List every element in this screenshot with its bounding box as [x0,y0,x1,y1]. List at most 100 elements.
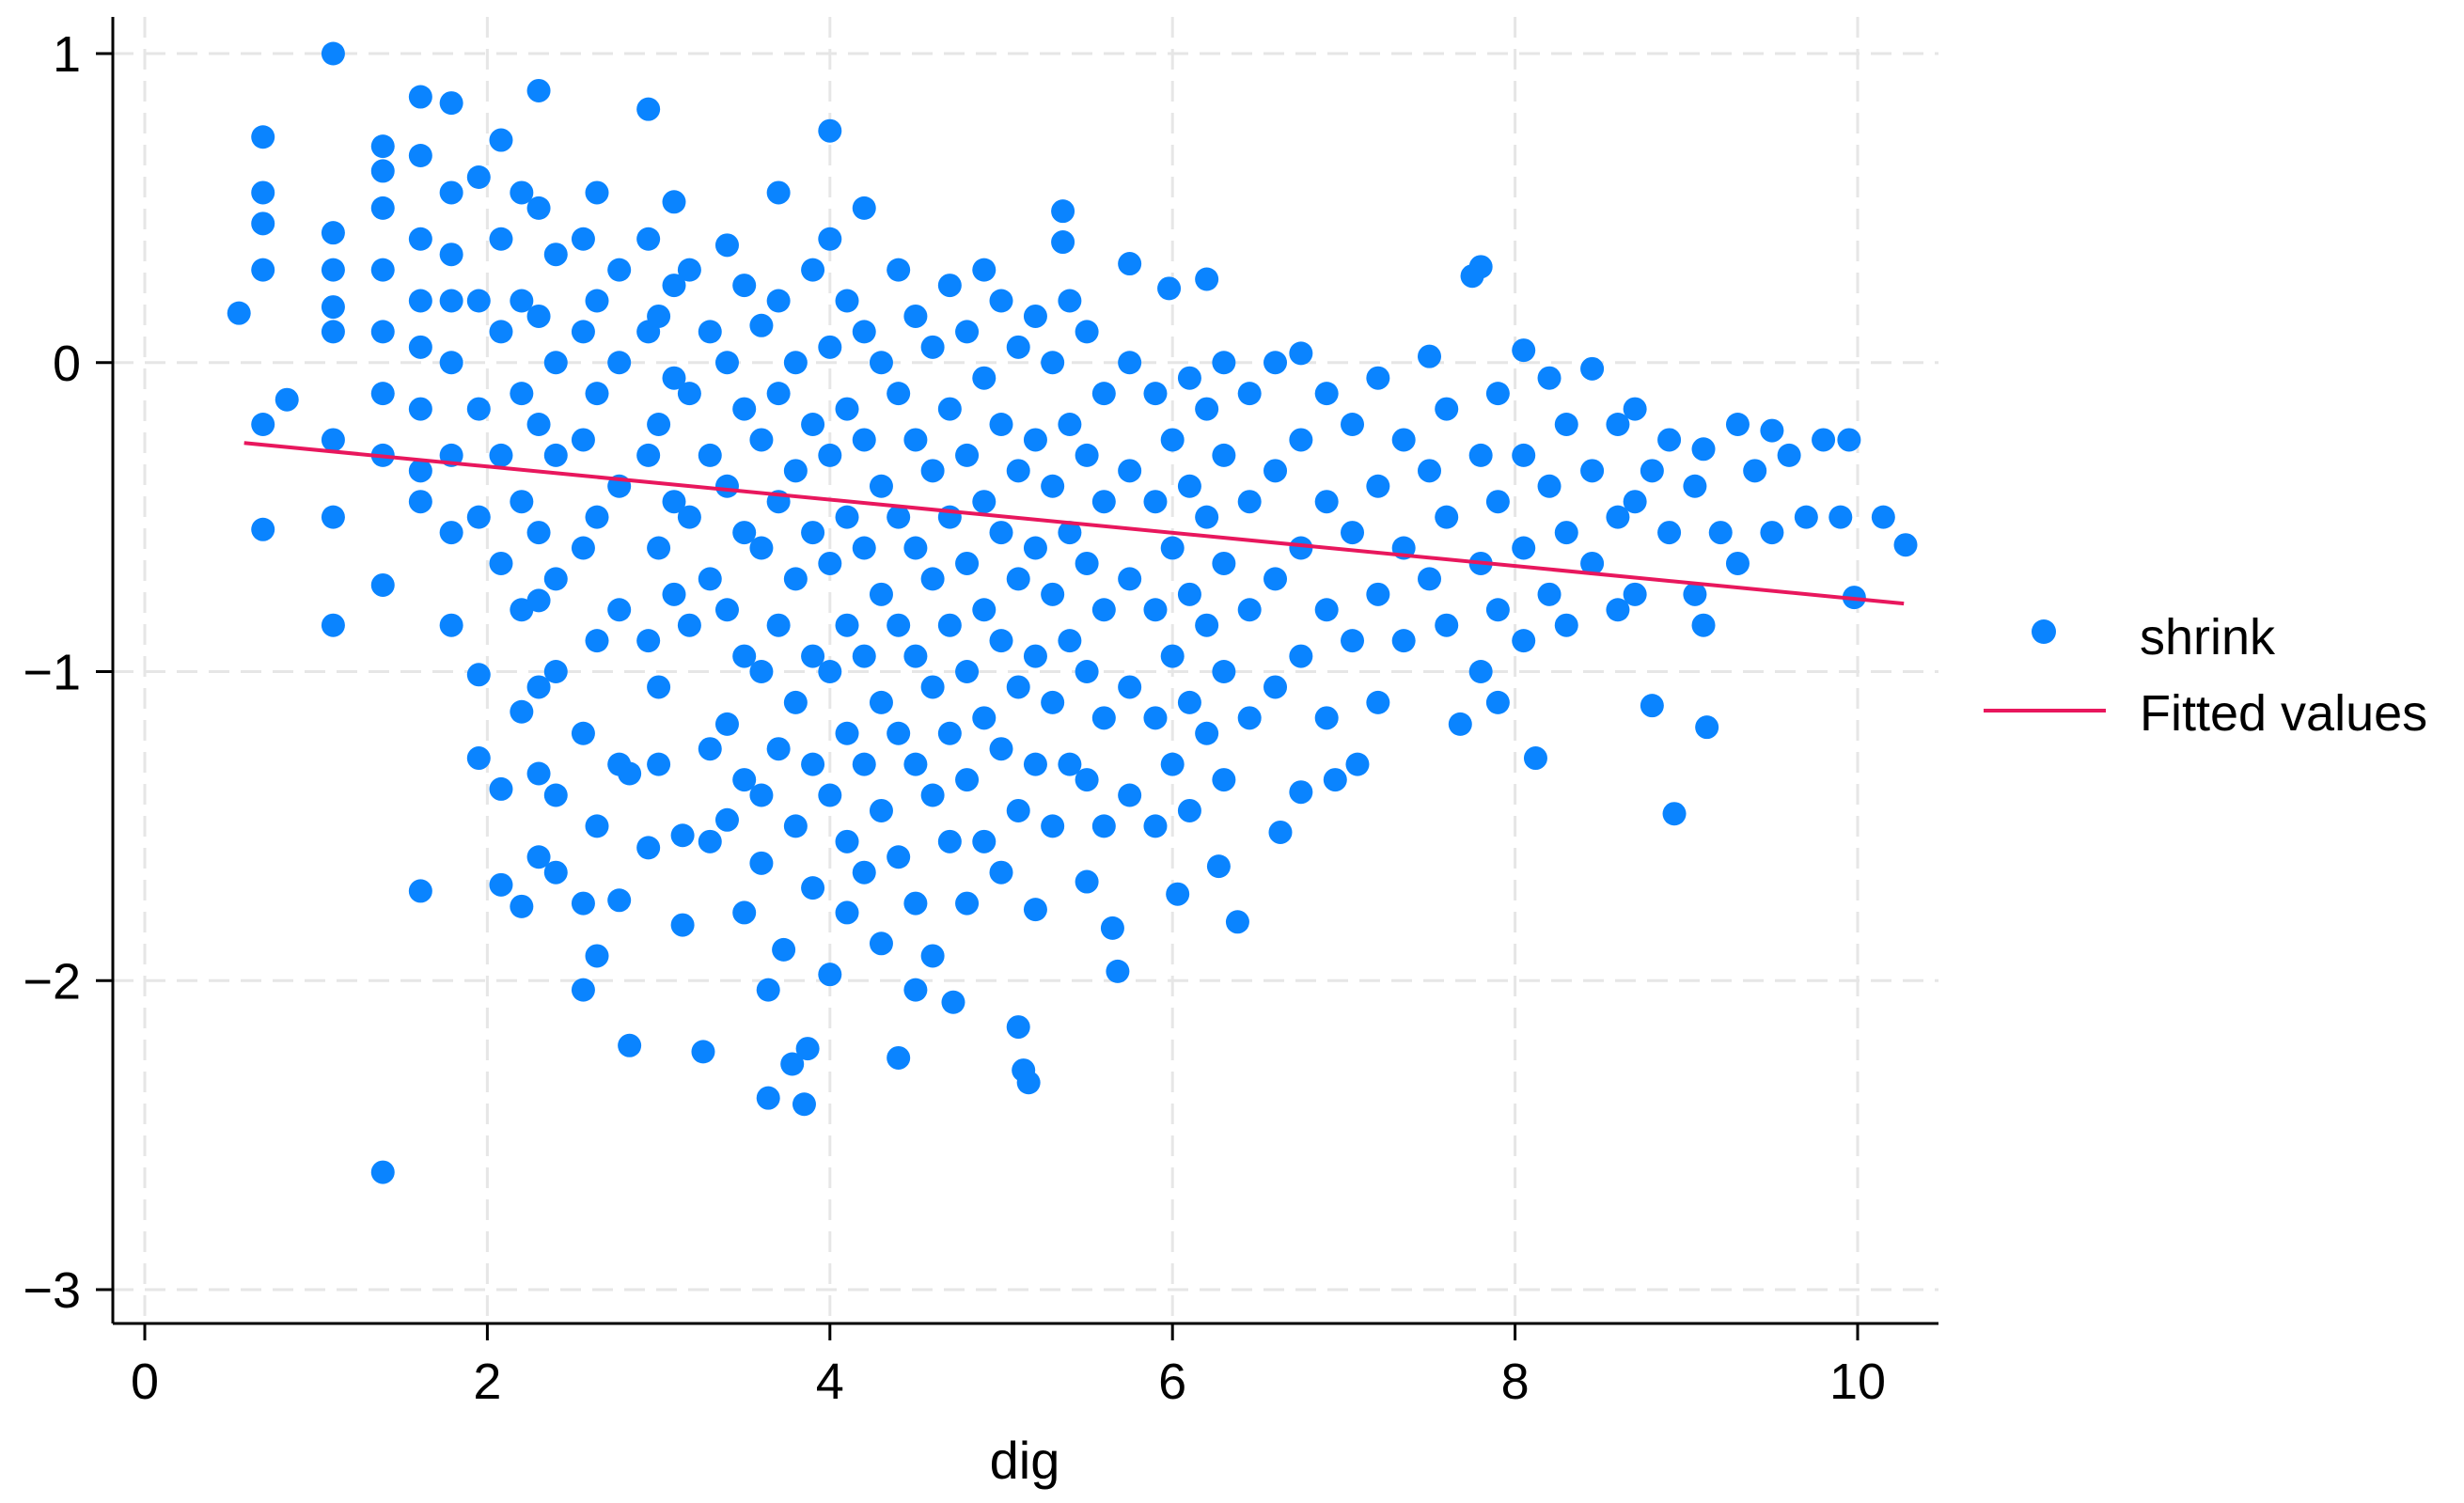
scatter-point [585,629,609,653]
scatter-point [749,783,774,807]
scatter-point [1837,428,1861,452]
scatter-point [321,428,345,452]
scatter-point [714,474,739,498]
scatter-point [670,823,695,848]
scatter-point [251,258,275,282]
scatter-point [1485,490,1510,514]
scatter-point [852,644,876,668]
scatter-point [543,567,568,591]
scatter-point [1485,382,1510,406]
scatter-point [571,721,595,745]
scatter-point [251,180,275,205]
scatter-point [1106,959,1130,983]
scatter-point [732,644,757,668]
scatter-point [526,588,551,613]
scatter-point [1160,536,1185,560]
scatter-point [818,227,842,251]
x-tick-label: 10 [1829,1354,1886,1410]
scatter-point [1468,255,1493,279]
scatter-point [955,768,980,792]
scatter-point [408,459,432,483]
scatter-point [818,118,842,143]
scatter-point [852,428,876,452]
scatter-point [321,41,345,66]
scatter-point [466,746,491,771]
scatter-point [795,1037,820,1061]
scatter-point [1075,320,1099,344]
scatter-point [792,1092,816,1117]
scatter-point [698,443,722,467]
scatter-point [1023,752,1047,776]
scatter-point [1177,798,1201,822]
scatter-point [937,829,962,853]
scatter-point [801,413,825,436]
scatter-point [1058,521,1082,545]
scatter-point [972,258,997,282]
scatter-point [662,190,686,214]
scatter-point [1777,443,1801,467]
scatter-point [887,721,911,745]
scatter-point [607,351,632,375]
scatter-point [732,274,757,298]
y-tick-label: −3 [23,1262,81,1319]
scatter-point [801,876,825,900]
scatter-point [1448,712,1472,736]
scatter-point [543,783,568,807]
scatter-point [1143,598,1168,622]
scatter-point [937,721,962,745]
scatter-point [408,85,432,109]
scatter-point [1580,459,1605,483]
scatter-point [955,660,980,683]
scatter-point [370,159,395,183]
scatter-point [1314,598,1339,622]
scatter-point [1623,582,1647,606]
scatter-point [571,320,595,344]
scatter-point [466,289,491,313]
scatter-point [1366,474,1390,498]
scatter-point [408,397,432,421]
scatter-point [1100,916,1124,940]
scatter-point [1323,768,1347,792]
scatter-point [1743,459,1767,483]
scatter-point [989,629,1013,653]
scatter-point [1237,598,1262,622]
scatter-point [714,807,739,832]
scatter-point [1166,882,1190,906]
scatter-point [1657,428,1682,452]
scatter-point [1023,644,1047,668]
scatter-point [749,536,774,560]
scatter-point [903,536,928,560]
scatter-point [1091,598,1116,622]
scatter-point [1435,397,1459,421]
scatter-point [1143,814,1168,838]
scatter-point [1725,413,1750,436]
scatter-point [869,798,893,822]
scatter-point [1640,694,1664,718]
scatter-point [818,335,842,359]
scatter-point [321,295,345,320]
scatter-point [489,872,513,897]
y-tick-label: 0 [53,336,81,392]
scatter-point [1662,802,1687,826]
legend-marker-shrink [2032,619,2056,644]
scatter-point [1143,490,1168,514]
scatter-point [1212,443,1236,467]
scatter-point [1206,854,1231,879]
scatter-point [251,517,275,541]
scatter-point [756,978,780,1002]
scatter-point [955,443,980,467]
scatter-point [972,490,997,514]
scatter-point [989,413,1013,436]
scatter-point [783,814,808,838]
scatter-point [801,644,825,668]
scatter-point [1512,536,1536,560]
scatter-point [1006,798,1030,822]
scatter-point [1828,505,1853,529]
scatter-point [1289,428,1313,452]
scatter-point [1418,459,1441,483]
scatter-point [677,505,701,529]
scatter-point [370,196,395,220]
scatter-point [1041,474,1065,498]
scatter-point [408,289,432,313]
scatter-point [662,366,686,390]
